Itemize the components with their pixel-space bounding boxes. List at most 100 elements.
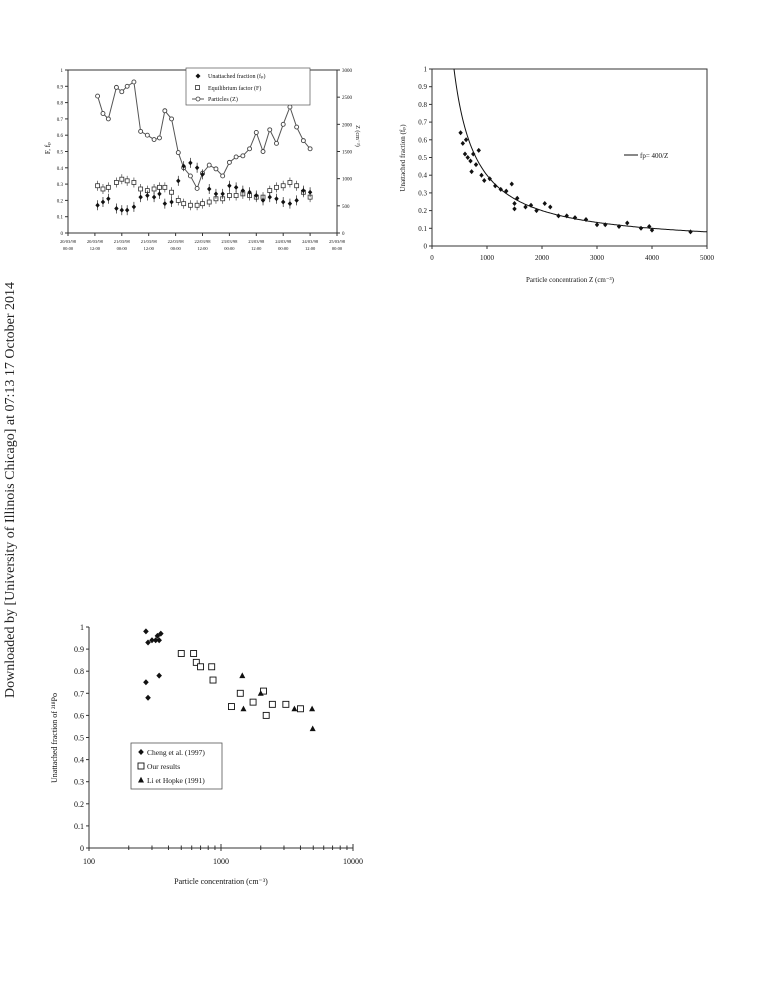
- chart3-point-our-results: [208, 663, 216, 671]
- chart1-ytick-left-label: 1: [61, 69, 64, 74]
- chart1-ytick-right-label: 0: [342, 232, 345, 237]
- chart2-data-point: [688, 229, 693, 235]
- chart1-particles-point: [175, 150, 181, 156]
- chart1-xtick-time: 12:00: [251, 246, 262, 251]
- chart2-data-point: [509, 181, 514, 187]
- chart1-particles-point: [253, 130, 259, 135]
- chart2-ytick-label: 1: [424, 66, 428, 74]
- chart1-equilibrium-point: [95, 183, 100, 189]
- chart2-data-point: [594, 222, 600, 228]
- chart1-ytick-left-label: 0.1: [57, 216, 64, 221]
- chart1-unattached-point: [294, 197, 299, 203]
- chart3-point-our-results: [228, 703, 235, 711]
- chart1-legend-marker-particles: [195, 96, 201, 102]
- chart1-particles-point: [233, 154, 239, 160]
- chart1-particles-point: [124, 83, 130, 89]
- chart2-data-point: [479, 172, 484, 178]
- chart1-unattached-point: [254, 193, 259, 199]
- chart3-legend-label: Li et Hopke (1991): [147, 776, 205, 785]
- chart2-ytick-label: 0.3: [418, 189, 427, 197]
- chart1-particles-point: [138, 128, 144, 134]
- chart1-particles-point: [95, 93, 101, 99]
- chart3-ylabel: Unattached fraction of ²¹⁸Po: [50, 693, 59, 783]
- chart1-unattached-point: [240, 188, 246, 194]
- chart1-unattached-point: [301, 188, 306, 194]
- chart1-xtick-time: 00:00: [117, 246, 128, 251]
- chart2-data-point: [603, 222, 608, 228]
- chart2-data-point: [548, 204, 553, 210]
- chart1-particles-point: [105, 116, 111, 122]
- chart2-data-point: [542, 201, 547, 207]
- chart3-point-our-results: [297, 705, 304, 713]
- chart2-data-point: [463, 137, 469, 143]
- chart1-equilibrium-point: [206, 199, 212, 205]
- chart1-legend-box: [185, 67, 311, 106]
- chart1-particles-point: [213, 166, 219, 172]
- chart2-data-point: [458, 130, 463, 136]
- chart1-ytick-right-label: 500: [342, 205, 350, 210]
- chart3-point-cheng: [158, 630, 164, 637]
- chart2-data-point: [512, 201, 517, 207]
- chart1-unattached-point: [200, 171, 205, 177]
- chart1-unattached-point: [247, 189, 252, 195]
- chart1-legend-label: Equilibrium factor (F): [208, 85, 261, 92]
- chart3-ytick-label: 0.6: [74, 711, 84, 720]
- chart1-unattached-point: [138, 194, 143, 200]
- chart1-unattached-point: [213, 191, 219, 197]
- chart2-data-point: [638, 225, 644, 231]
- chart1-equilibrium-point: [100, 186, 106, 192]
- chart3-xlabel: Particle concentration (cm⁻³): [174, 877, 268, 886]
- chart1-unattached-point: [151, 194, 157, 200]
- chart1-equilibrium-point: [114, 180, 119, 185]
- chart1-unattached-point: [188, 160, 193, 166]
- chart2-ytick-label: 0.6: [418, 136, 427, 144]
- chart3-point-cheng: [145, 694, 151, 701]
- chart1-xtick-time: 00:00: [332, 246, 343, 251]
- chart1-ytick-left-label: 0.3: [57, 183, 64, 188]
- chart1-unattached-point: [169, 199, 174, 205]
- chart3-legend-label: Our results: [147, 762, 180, 771]
- chart2-data-point: [564, 213, 569, 219]
- chart1-xtick-time: 00:00: [224, 246, 235, 251]
- chart1-particles-point: [144, 132, 150, 138]
- chart3-point-cheng: [143, 628, 149, 635]
- chart1-ytick-left-label: 0.9: [57, 85, 64, 90]
- chart1-unattached-point: [157, 191, 162, 197]
- chart1-unattached-point: [131, 204, 137, 210]
- chart1-particles-point: [220, 173, 226, 179]
- chart2-data-point: [462, 151, 468, 157]
- chart3-legend-marker: [137, 762, 145, 770]
- chart1-particles-point: [240, 153, 246, 159]
- chart1-equilibrium-point: [226, 193, 232, 198]
- chart3-ytick-label: 0.2: [74, 800, 84, 809]
- chart3-point-cheng: [156, 637, 162, 644]
- chart2-ytick-label: 0.2: [418, 207, 427, 215]
- chart3-point-li-hopke: [239, 672, 246, 679]
- chart3-point-cheng: [152, 637, 159, 644]
- chart3-point-cheng: [149, 637, 155, 644]
- chart2-data-point: [473, 162, 479, 168]
- chart2-data-point: [649, 227, 655, 233]
- chart1-particles-line: [97, 81, 311, 190]
- chart3-xtick-label: 10000: [343, 857, 363, 866]
- chart3-point-cheng: [156, 672, 162, 679]
- chart3-point-our-results: [197, 663, 205, 671]
- chart1-equilibrium-point: [131, 180, 137, 185]
- chart2-xlabel: Particle concentration Z (cm⁻³): [526, 276, 615, 284]
- chart2-data-point: [625, 220, 630, 226]
- chart1-particles-point: [294, 124, 300, 130]
- chart1-unattached-point: [307, 189, 313, 195]
- chart2-xtick-label: 0: [430, 254, 434, 262]
- chart1-xtick-date: 22/03/98: [168, 239, 185, 244]
- chart2-ytick-label: 0.8: [418, 101, 427, 109]
- chart1-unattached-point: [260, 197, 266, 203]
- chart1-equilibrium-point: [181, 201, 187, 207]
- chart1-particles-point: [187, 173, 193, 179]
- chart1-equilibrium-point: [287, 180, 293, 185]
- chart1-particles-point: [300, 138, 306, 144]
- chart2-fit-curve: [453, 68, 707, 233]
- chart2-data-point: [460, 140, 465, 146]
- chart1-equilibrium-point: [138, 186, 144, 192]
- chart1-particles-point: [307, 146, 313, 152]
- chart2-xtick-label: 4000: [645, 254, 660, 262]
